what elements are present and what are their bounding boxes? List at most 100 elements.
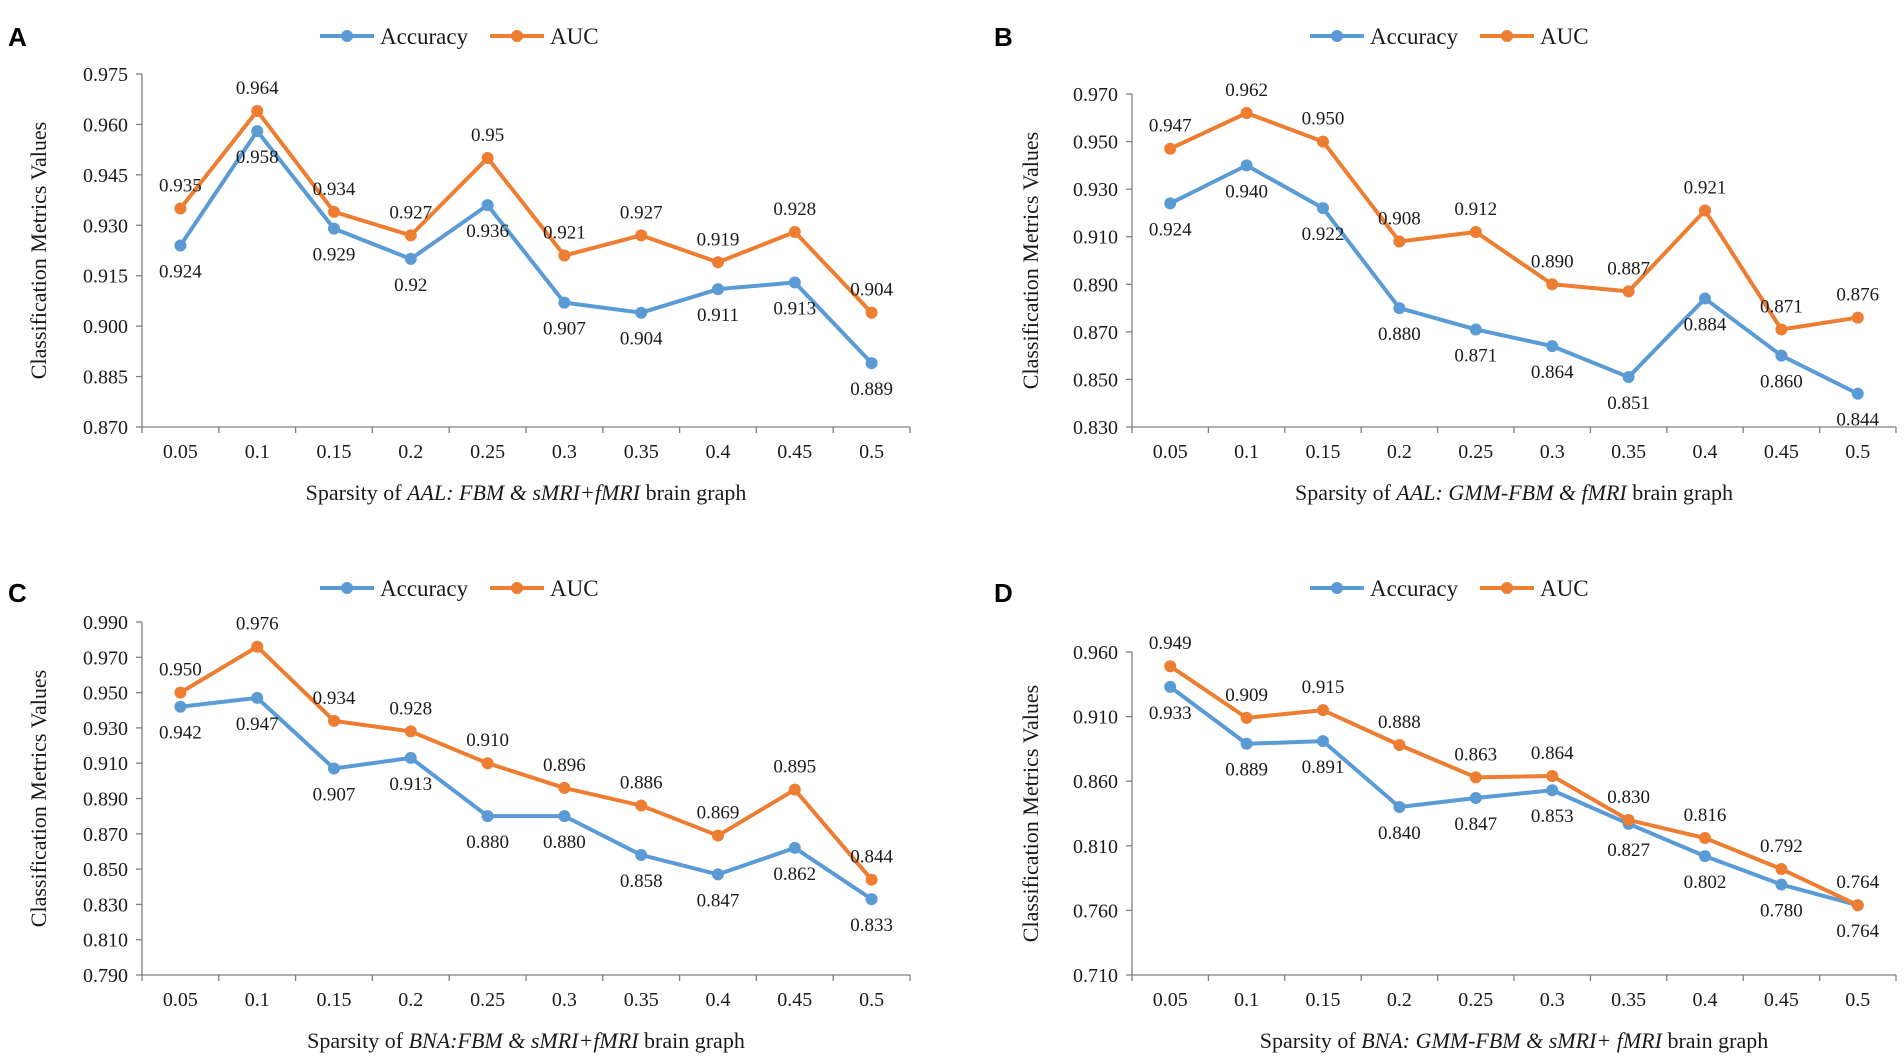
data-label-accuracy: 0.780 bbox=[1760, 901, 1803, 922]
data-label-auc: 0.887 bbox=[1607, 258, 1650, 279]
x-tick-label: 0.3 bbox=[552, 441, 577, 463]
data-label-auc: 0.927 bbox=[389, 202, 432, 223]
data-point-accuracy bbox=[328, 762, 340, 775]
data-point-auc bbox=[481, 757, 494, 770]
data-point-accuracy bbox=[712, 283, 724, 296]
data-label-auc: 0.928 bbox=[389, 698, 432, 719]
data-point-auc bbox=[1469, 225, 1482, 238]
data-point-auc bbox=[635, 229, 648, 242]
y-axis-title: Classification Metrics Values bbox=[26, 122, 51, 379]
data-label-auc: 0.921 bbox=[543, 223, 586, 244]
data-label-auc: 0.871 bbox=[1760, 296, 1803, 317]
legend: Accuracy AUC bbox=[320, 576, 599, 601]
x-tick-label: 0.3 bbox=[552, 989, 577, 1011]
data-label-accuracy: 0.958 bbox=[236, 147, 279, 168]
data-point-accuracy bbox=[1546, 340, 1559, 353]
legend-label-accuracy: Accuracy bbox=[1370, 24, 1459, 49]
x-tick-label: 0.3 bbox=[1540, 989, 1565, 1011]
data-point-auc bbox=[251, 640, 264, 653]
y-tick-label: 0.790 bbox=[83, 965, 128, 987]
data-point-accuracy bbox=[712, 868, 724, 881]
data-label-accuracy: 0.92 bbox=[394, 275, 427, 296]
data-label-accuracy: 0.844 bbox=[1836, 410, 1879, 431]
data-label-accuracy: 0.913 bbox=[389, 774, 432, 795]
data-label-auc: 0.976 bbox=[236, 614, 279, 635]
data-point-auc bbox=[788, 783, 801, 796]
data-point-accuracy bbox=[1164, 197, 1177, 210]
data-label-accuracy: 0.827 bbox=[1607, 840, 1650, 861]
series-line-auc bbox=[179, 644, 874, 881]
data-label-accuracy: 0.911 bbox=[697, 305, 739, 326]
panel-letter: B bbox=[994, 22, 1013, 52]
legend-marker-accuracy bbox=[341, 582, 353, 594]
data-point-accuracy bbox=[404, 751, 417, 764]
legend: Accuracy AUC bbox=[320, 24, 599, 49]
data-label-accuracy: 0.847 bbox=[697, 890, 740, 911]
x-axis-title-part: brain graph bbox=[640, 480, 746, 505]
data-point-auc bbox=[1622, 813, 1635, 826]
y-tick-label: 0.960 bbox=[1073, 642, 1118, 664]
data-point-auc bbox=[1546, 770, 1559, 783]
legend-label-auc: AUC bbox=[1540, 576, 1589, 601]
data-point-accuracy bbox=[635, 848, 648, 861]
x-axis-title-part: brain graph bbox=[1627, 480, 1733, 505]
data-label-auc: 0.935 bbox=[159, 175, 202, 196]
data-label-auc: 0.949 bbox=[1149, 633, 1192, 654]
data-label-auc: 0.962 bbox=[1225, 80, 1268, 101]
legend-marker-auc bbox=[511, 30, 523, 42]
data-label-accuracy: 0.851 bbox=[1607, 393, 1650, 414]
legend-marker-accuracy bbox=[1331, 582, 1343, 594]
data-point-auc bbox=[1393, 235, 1406, 248]
data-label-accuracy: 0.947 bbox=[236, 714, 279, 735]
data-point-accuracy bbox=[251, 125, 264, 138]
y-tick-label: 0.830 bbox=[1073, 417, 1118, 439]
legend-marker-accuracy bbox=[1331, 30, 1343, 42]
chart-panel-B: B 0.830 0.850 0.870 0.890 0.910 0.930 0.950 0.97… bbox=[994, 22, 1897, 505]
chart-panel-D: D 0.710 0.760 0.810 0.860 0.910 0.960 0.05 0.1 0.… bbox=[994, 576, 1897, 1053]
data-label-auc: 0.844 bbox=[850, 847, 893, 868]
x-axis-title-part: Sparsity of bbox=[1260, 1028, 1361, 1053]
x-axis-title-part: Sparsity of bbox=[307, 1028, 408, 1053]
data-point-auc bbox=[865, 873, 878, 886]
data-point-auc bbox=[1469, 771, 1482, 784]
y-tick-label: 0.950 bbox=[83, 683, 128, 705]
panel-letter: C bbox=[8, 578, 27, 608]
y-tick-label: 0.710 bbox=[1073, 965, 1118, 987]
x-tick-label: 0.35 bbox=[1611, 441, 1646, 463]
data-point-accuracy bbox=[251, 691, 264, 704]
x-tick-label: 0.2 bbox=[398, 989, 423, 1011]
x-axis-title-italic: AAL: FBM & sMRI+fMRI bbox=[405, 480, 642, 505]
y-tick-label: 0.810 bbox=[83, 930, 128, 952]
legend-label-accuracy: Accuracy bbox=[1370, 576, 1459, 601]
y-tick-label: 0.760 bbox=[1073, 900, 1118, 922]
legend-marker-auc bbox=[511, 582, 523, 594]
legend: Accuracy AUC bbox=[1310, 576, 1589, 601]
data-label-auc: 0.888 bbox=[1378, 712, 1421, 733]
x-tick-label: 0.05 bbox=[163, 989, 198, 1011]
data-point-accuracy bbox=[865, 357, 878, 370]
data-label-auc: 0.904 bbox=[850, 280, 893, 301]
data-label-accuracy: 0.933 bbox=[1149, 703, 1192, 724]
x-tick-label: 0.25 bbox=[1458, 989, 1493, 1011]
data-label-accuracy: 0.907 bbox=[543, 319, 586, 340]
x-tick-label: 0.1 bbox=[245, 441, 270, 463]
data-point-auc bbox=[174, 202, 187, 215]
data-point-auc bbox=[1622, 285, 1635, 298]
y-tick-label: 0.885 bbox=[83, 367, 128, 389]
y-tick-label: 0.975 bbox=[83, 64, 128, 86]
data-label-accuracy: 0.922 bbox=[1302, 224, 1345, 245]
y-axis-title: Classification Metrics Values bbox=[26, 670, 51, 927]
x-tick-label: 0.45 bbox=[1764, 441, 1799, 463]
x-tick-label: 0.05 bbox=[163, 441, 198, 463]
x-axis-title-part: Sparsity of bbox=[1295, 480, 1396, 505]
data-label-auc: 0.908 bbox=[1378, 208, 1421, 229]
data-point-accuracy bbox=[328, 222, 340, 235]
chart-panel-A: A 0.870 0.885 0.900 0.915 0.930 0.945 0.960 0.97… bbox=[8, 22, 911, 505]
data-label-accuracy: 0.880 bbox=[543, 832, 586, 853]
data-point-auc bbox=[1699, 832, 1711, 845]
y-tick-label: 0.890 bbox=[1073, 274, 1118, 296]
data-point-accuracy bbox=[1393, 801, 1406, 814]
y-tick-label: 0.910 bbox=[1073, 227, 1118, 249]
data-label-accuracy: 0.929 bbox=[313, 245, 356, 266]
y-tick-label: 0.830 bbox=[83, 894, 128, 916]
